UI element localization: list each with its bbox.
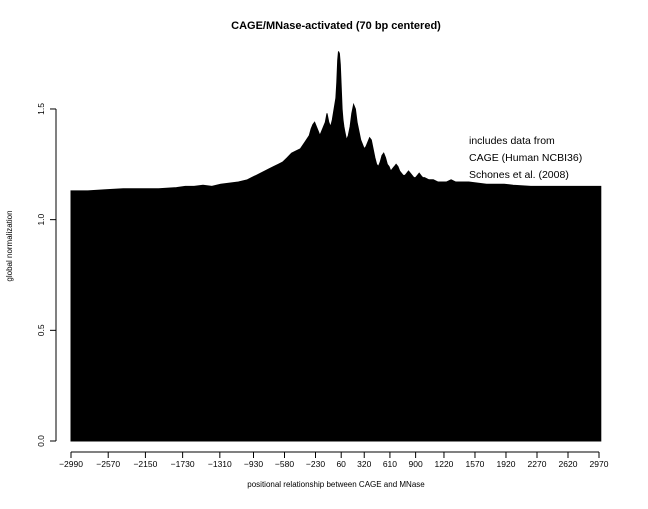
plot-area [70, 51, 602, 442]
x-tick-label: 60 [336, 459, 346, 469]
x-tick-label: 1220 [435, 459, 454, 469]
annotation-line-2: CAGE (Human NCBI36) [469, 152, 582, 164]
x-tick-label: 1920 [497, 459, 516, 469]
y-axis: 0.0 0.5 1.0 1.5 [36, 103, 57, 447]
annotation-line-1: includes data from [469, 135, 555, 147]
x-tick-label: −2570 [96, 459, 120, 469]
y-tick-label: 1.0 [36, 213, 46, 225]
annotation-line-3: Schones et al. (2008) [469, 169, 569, 181]
x-tick-label: 900 [409, 459, 423, 469]
chart-title: CAGE/MNase-activated (70 bp centered) [231, 20, 441, 32]
x-tick-label: 610 [383, 459, 397, 469]
y-tick-label: 0.0 [36, 435, 46, 447]
x-tick-label: −930 [244, 459, 263, 469]
x-tick-label: −1310 [208, 459, 232, 469]
x-tick-label: −2150 [133, 459, 157, 469]
y-tick-label: 0.5 [36, 324, 46, 336]
x-axis-label: positional relationship between CAGE and… [247, 480, 425, 489]
x-tick-label: −2990 [59, 459, 83, 469]
x-tick-label: 2970 [590, 459, 609, 469]
x-tick-label: 1570 [466, 459, 485, 469]
x-tick-label: 2270 [528, 459, 547, 469]
x-tick-label: −1730 [171, 459, 195, 469]
x-tick-label: −230 [306, 459, 325, 469]
annotation: includes data from CAGE (Human NCBI36) S… [469, 135, 582, 181]
x-tick-label: 320 [357, 459, 371, 469]
area-series [70, 51, 602, 442]
y-axis-label: global normalization [5, 210, 14, 281]
x-tick-label: −580 [275, 459, 294, 469]
y-tick-label: 1.5 [36, 103, 46, 115]
x-tick-label: 2620 [559, 459, 578, 469]
x-axis: −2990 −2570 −2150 −1730 −1310 −930 −580 −230 60 3… [59, 451, 609, 469]
